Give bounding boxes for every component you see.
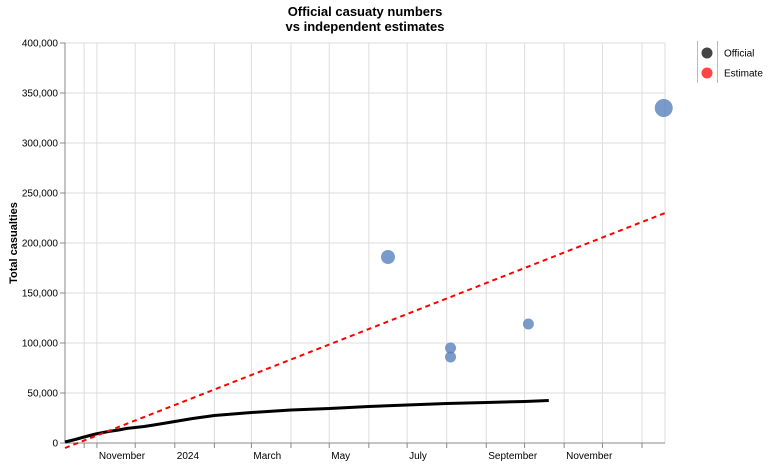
legend-symbol bbox=[701, 47, 713, 59]
estimate-trend-line bbox=[64, 212, 666, 449]
chart-title-line-1: Official casuaty numbers bbox=[288, 4, 443, 19]
axes: 0 50,000 100,000 150,000 200,000 250,000 300,0… bbox=[22, 39, 665, 462]
x-tick-label: March bbox=[253, 451, 281, 462]
y-tick-label: 250,000 bbox=[22, 189, 59, 200]
legend-label: Estimate bbox=[724, 69, 763, 80]
y-tick-label: 150,000 bbox=[22, 289, 59, 300]
estimate-point bbox=[445, 342, 457, 354]
estimate-point bbox=[445, 351, 457, 363]
x-tick-label: November bbox=[99, 451, 146, 462]
chart-title-line-2: vs independent estimates bbox=[286, 19, 445, 34]
series-layer bbox=[64, 99, 673, 449]
x-tick-label: 2024 bbox=[177, 451, 200, 462]
estimate-point bbox=[522, 318, 534, 330]
y-tick-label: 400,000 bbox=[22, 39, 59, 50]
y-tick-label: 0 bbox=[52, 439, 58, 450]
gridlines bbox=[65, 42, 666, 444]
x-tick-label: September bbox=[488, 451, 538, 462]
y-tick-label: 300,000 bbox=[22, 139, 59, 150]
y-tick-label: 100,000 bbox=[22, 339, 59, 350]
legend-symbol bbox=[701, 67, 713, 79]
x-tick-label: July bbox=[409, 451, 427, 462]
legend-border bbox=[697, 41, 698, 83]
legend-border bbox=[717, 41, 718, 83]
y-tick-label: 350,000 bbox=[22, 89, 59, 100]
official-series-line bbox=[64, 399, 549, 444]
estimate-point bbox=[654, 99, 673, 117]
legend-label: Official bbox=[724, 49, 754, 60]
legend: Official Estimate bbox=[697, 41, 763, 83]
x-tick-label: May bbox=[331, 451, 350, 462]
y-tick-label: 50,000 bbox=[27, 389, 58, 400]
estimate-point bbox=[380, 250, 395, 264]
y-tick-label: 200,000 bbox=[22, 239, 59, 250]
x-tick-label: November bbox=[566, 451, 613, 462]
y-axis-title: Total casualties bbox=[8, 202, 20, 284]
